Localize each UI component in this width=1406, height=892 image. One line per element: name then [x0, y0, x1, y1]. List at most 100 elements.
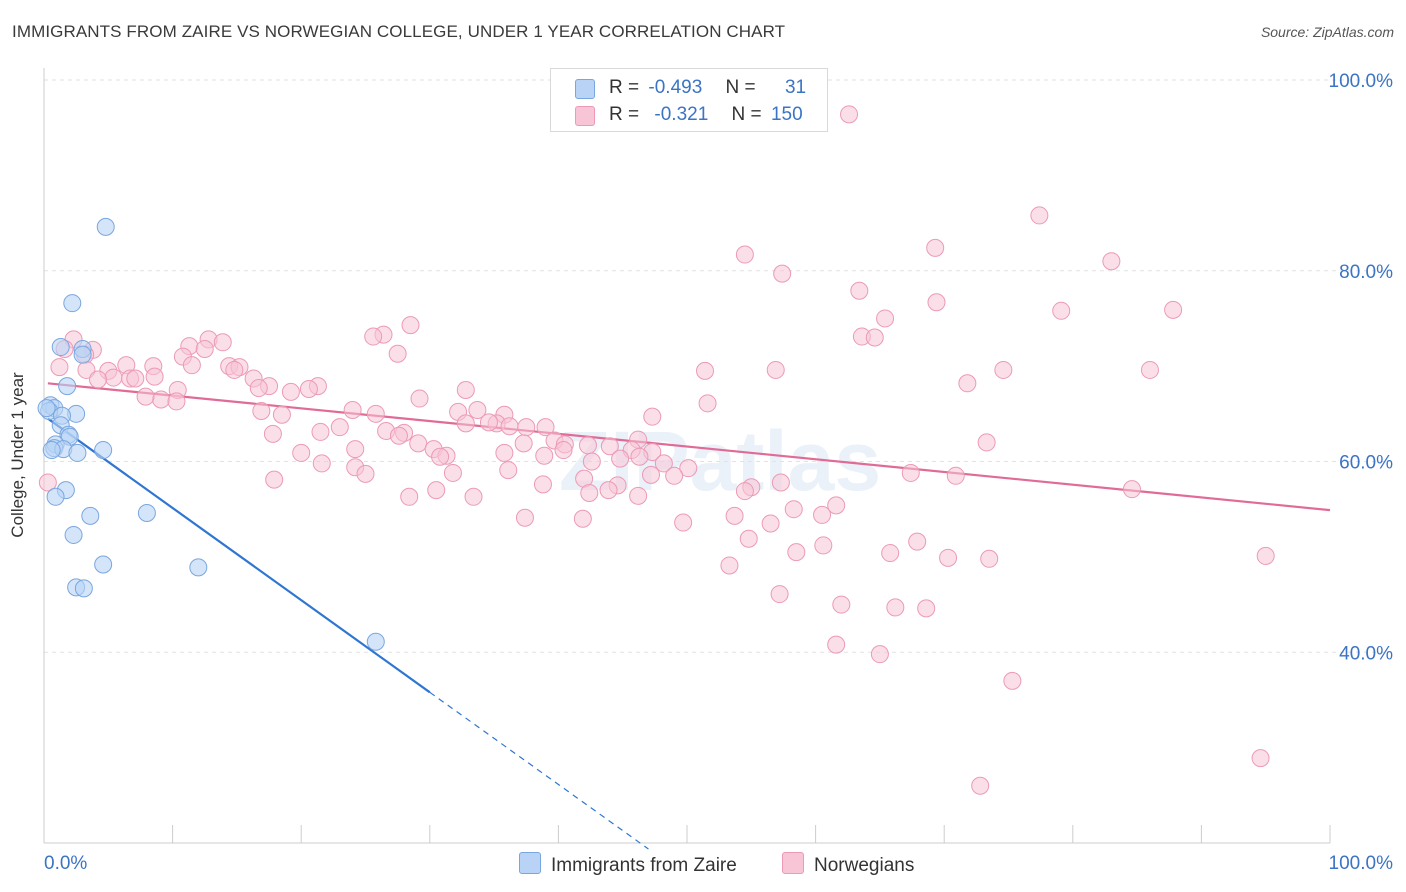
norwegians-point: [554, 441, 573, 460]
norwegians-point: [881, 544, 900, 563]
norwegians-point: [582, 452, 601, 471]
zaire-point: [68, 443, 87, 462]
norwegians-point: [599, 481, 618, 500]
norwegians-point: [696, 361, 715, 380]
norwegians-point: [427, 481, 446, 500]
norwegians-point: [870, 645, 889, 664]
norwegians-point: [292, 443, 311, 462]
norwegians-point: [1003, 671, 1022, 690]
norwegians-point: [272, 405, 291, 424]
norwegians-point: [725, 506, 744, 525]
axes: [43, 68, 1331, 844]
norwegians-point: [364, 327, 383, 346]
norwegians-point: [1140, 360, 1159, 379]
norwegians-point: [136, 387, 155, 406]
zaire-trend-line: [47, 417, 431, 694]
norwegians-point: [514, 434, 533, 453]
norwegians-point: [265, 470, 284, 489]
zaire-point: [189, 558, 208, 577]
norwegians-point: [735, 482, 754, 501]
pink-r-value: -0.321: [654, 104, 709, 125]
norwegians-point: [643, 407, 662, 426]
norwegians-point: [400, 487, 419, 506]
norwegians-point: [389, 426, 408, 445]
zaire-point: [58, 377, 77, 396]
y-tick-label: 40.0%: [1339, 643, 1393, 664]
norwegians-point: [182, 356, 201, 375]
zaire-trend-extension: [429, 691, 649, 850]
norwegians-point: [464, 487, 483, 506]
norwegians-point: [977, 433, 996, 452]
zaire-point: [64, 525, 83, 544]
norwegians-point: [917, 599, 936, 618]
norwegians-point: [443, 463, 462, 482]
norwegians-point: [330, 418, 349, 437]
legend-swatch-norwegians: [782, 852, 804, 874]
norwegians-point: [958, 374, 977, 393]
norwegians-point: [787, 543, 806, 562]
norwegians-point: [499, 461, 518, 480]
norwegians-point: [600, 437, 619, 456]
norwegians-point: [1122, 480, 1141, 499]
norwegians-point: [536, 418, 555, 437]
norwegians-point: [479, 413, 498, 432]
legend-item-norwegians: Norwegians: [782, 852, 914, 877]
pink-r-label: R =: [609, 104, 640, 125]
zaire-point: [63, 294, 82, 313]
blue-n-label: N =: [725, 77, 756, 98]
norwegians-point: [761, 514, 780, 533]
norwegians-point: [939, 548, 958, 567]
norwegians-point: [739, 529, 758, 548]
norwegians-point: [356, 464, 375, 483]
zaire-point: [81, 506, 100, 525]
norwegians-point: [195, 339, 214, 358]
norwegians-point: [366, 404, 385, 423]
norwegians-point: [832, 595, 851, 614]
norwegians-point: [252, 401, 271, 420]
tick-labels: 40.0% 60.0% 80.0% 100.0% 0.0% 100.0%: [44, 71, 1393, 874]
norwegians-point: [840, 105, 859, 124]
norwegians-point: [876, 309, 895, 328]
norwegians-point: [1251, 749, 1270, 768]
norwegians-point: [629, 486, 648, 505]
norwegians-point: [630, 447, 649, 466]
y-tick-label: 80.0%: [1339, 262, 1393, 283]
zaire-point: [73, 345, 92, 364]
norwegians-point: [249, 379, 268, 398]
norwegians-point: [641, 465, 660, 484]
zaire-point: [46, 487, 65, 506]
norwegians-point: [456, 414, 475, 433]
norwegians-point: [784, 500, 803, 519]
zaire-point: [96, 217, 115, 236]
y-axis-label: College, Under 1 year: [8, 372, 27, 538]
norwegians-point: [946, 466, 965, 485]
norwegians-point: [813, 505, 832, 524]
norwegians-point: [388, 344, 407, 363]
norwegians-point: [225, 360, 244, 379]
legend-label-zaire: Immigrants from Zaire: [551, 855, 737, 876]
norwegians-point: [1102, 252, 1121, 271]
legend-swatch-zaire: [519, 852, 541, 874]
norwegians-point: [674, 513, 693, 532]
chart-title: IMMIGRANTS FROM ZAIRE VS NORWEGIAN COLLE…: [12, 22, 786, 41]
norwegians-point: [827, 635, 846, 654]
zaire-point: [137, 504, 156, 523]
zaire-point: [366, 632, 385, 651]
x-tick-label: 100.0%: [1329, 853, 1394, 874]
norwegians-point: [145, 367, 164, 386]
norwegians-point: [468, 400, 487, 419]
norwegians-point: [611, 449, 630, 468]
correlation-legend: R = -0.493 N = 31 R = -0.321 N = 150: [550, 68, 828, 132]
norwegians-point: [312, 454, 331, 473]
norwegians-point: [679, 459, 698, 478]
blue-swatch: [575, 79, 595, 99]
norwegians-point: [126, 369, 145, 388]
norwegians-point: [456, 380, 475, 399]
norwegians-point: [500, 417, 519, 436]
pink-n-value: 150: [770, 104, 803, 125]
y-tick-label: 60.0%: [1339, 453, 1393, 474]
legend-item-zaire: Immigrants from Zaire: [519, 852, 737, 877]
norwegians-point: [401, 316, 420, 335]
norwegians-points: [38, 105, 1275, 795]
norwegians-point: [213, 333, 232, 352]
